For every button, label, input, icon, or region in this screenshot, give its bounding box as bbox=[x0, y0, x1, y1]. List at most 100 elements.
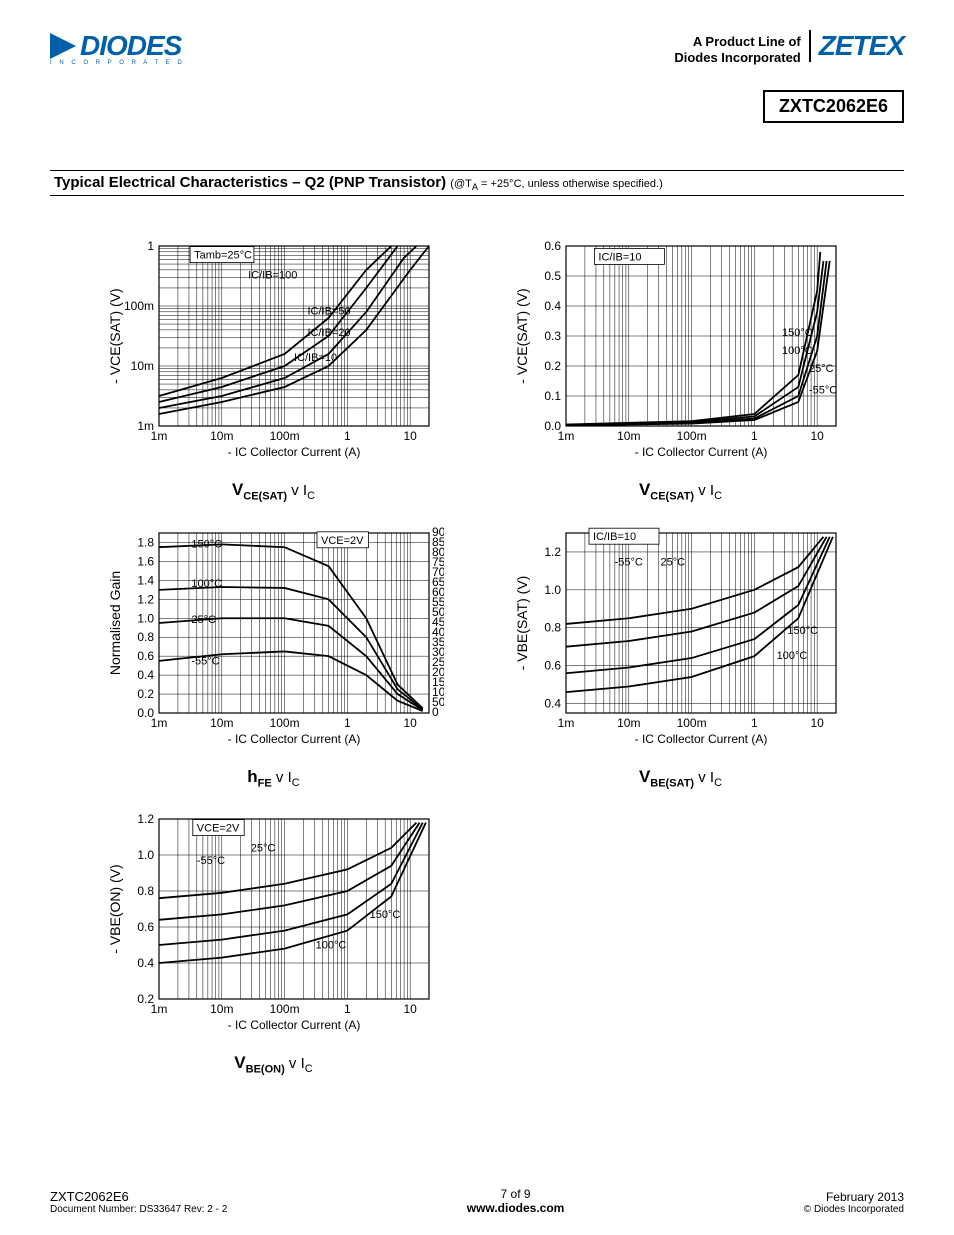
svg-text:10m: 10m bbox=[617, 716, 640, 730]
footer-left: ZXTC2062E6 Document Number: DS33647 Rev:… bbox=[50, 1189, 227, 1215]
chart-title-c5: VBE(ON) v IC bbox=[234, 1053, 312, 1075]
svg-text:10: 10 bbox=[403, 716, 417, 730]
footer-right: February 2013 © Diodes Incorporated bbox=[804, 1190, 904, 1215]
svg-text:VCE=2V: VCE=2V bbox=[196, 823, 239, 835]
svg-text:0.4: 0.4 bbox=[137, 668, 154, 682]
footer-doc: Document Number: DS33647 Rev: 2 - 2 bbox=[50, 1204, 227, 1215]
diodes-logo-text: DIODES bbox=[80, 30, 181, 62]
product-line: A Product Line of Diodes Incorporated bbox=[674, 34, 800, 65]
svg-text:150°C: 150°C bbox=[369, 909, 400, 921]
svg-text:- IC Collector Current (A): - IC Collector Current (A) bbox=[634, 732, 767, 746]
svg-text:-55°C: -55°C bbox=[809, 385, 837, 397]
svg-text:1: 1 bbox=[751, 716, 758, 730]
section-title: Typical Electrical Characteristics – Q2 … bbox=[50, 170, 904, 196]
chart-2: 1m10m100m1100.00.10.20.30.40.50.6IC/IB=1… bbox=[497, 236, 864, 502]
svg-text:10m: 10m bbox=[617, 429, 640, 443]
product-line-1: A Product Line of bbox=[674, 34, 800, 50]
svg-text:IC/IB=100: IC/IB=100 bbox=[248, 270, 297, 282]
svg-text:0.6: 0.6 bbox=[137, 649, 154, 663]
footer-date: February 2013 bbox=[804, 1190, 904, 1204]
svg-text:900: 900 bbox=[432, 525, 444, 539]
chart-5: 1m10m100m1100.20.40.60.81.01.2VCE=2V-55°… bbox=[90, 809, 457, 1075]
svg-text:100m: 100m bbox=[676, 429, 706, 443]
svg-text:1.6: 1.6 bbox=[137, 554, 154, 568]
svg-text:25°C: 25°C bbox=[809, 363, 834, 375]
svg-text:0.1: 0.1 bbox=[544, 389, 561, 403]
chart-svg-c5: 1m10m100m1100.20.40.60.81.01.2VCE=2V-55°… bbox=[104, 809, 444, 1049]
svg-text:10: 10 bbox=[403, 1002, 417, 1016]
svg-text:25°C: 25°C bbox=[250, 842, 275, 854]
chart-title-c4: VBE(SAT) v IC bbox=[639, 767, 722, 789]
svg-text:1m: 1m bbox=[137, 419, 154, 433]
svg-text:0.2: 0.2 bbox=[137, 992, 154, 1006]
svg-text:0.0: 0.0 bbox=[544, 419, 561, 433]
footer-url: www.diodes.com bbox=[467, 1201, 565, 1215]
svg-text:0.8: 0.8 bbox=[137, 884, 154, 898]
svg-text:IC/IB=10: IC/IB=10 bbox=[294, 352, 337, 364]
svg-text:1.0: 1.0 bbox=[137, 848, 154, 862]
product-line-2: Diodes Incorporated bbox=[674, 50, 800, 66]
svg-text:100m: 100m bbox=[269, 1002, 299, 1016]
svg-text:1: 1 bbox=[344, 716, 351, 730]
svg-text:0.2: 0.2 bbox=[137, 687, 154, 701]
svg-text:IC/IB=20: IC/IB=20 bbox=[307, 327, 350, 339]
svg-text:100m: 100m bbox=[676, 716, 706, 730]
diodes-logo-sub: I N C O R P O R A T E D bbox=[50, 60, 185, 66]
svg-text:100m: 100m bbox=[123, 299, 153, 313]
svg-text:IC/IB=10: IC/IB=10 bbox=[598, 252, 641, 264]
svg-text:25°C: 25°C bbox=[660, 556, 685, 568]
svg-text:150°C: 150°C bbox=[787, 624, 818, 636]
svg-text:0.4: 0.4 bbox=[137, 956, 154, 970]
svg-text:0.8: 0.8 bbox=[137, 630, 154, 644]
svg-text:0.5: 0.5 bbox=[544, 269, 561, 283]
svg-text:- VBE(ON) (V): - VBE(ON) (V) bbox=[107, 864, 123, 953]
svg-text:10: 10 bbox=[810, 716, 824, 730]
svg-text:1: 1 bbox=[147, 239, 154, 253]
svg-text:0.6: 0.6 bbox=[137, 920, 154, 934]
section-title-sub: (@TA = +25°C, unless otherwise specified… bbox=[450, 178, 662, 190]
svg-text:10: 10 bbox=[403, 429, 417, 443]
svg-text:- IC Collector Current (A): - IC Collector Current (A) bbox=[227, 1018, 360, 1032]
chart-svg-c1: 1m10m100m1101m10m100m1Tamb=25°CIC/IB=100… bbox=[104, 236, 444, 476]
svg-text:-55°C: -55°C bbox=[191, 655, 219, 667]
svg-text:IC/IB=10: IC/IB=10 bbox=[593, 531, 636, 543]
svg-text:VCE=2V: VCE=2V bbox=[321, 534, 364, 546]
svg-text:10m: 10m bbox=[130, 359, 153, 373]
svg-text:1.8: 1.8 bbox=[137, 535, 154, 549]
svg-text:- VBE(SAT) (V): - VBE(SAT) (V) bbox=[514, 575, 530, 670]
svg-text:10m: 10m bbox=[210, 716, 233, 730]
svg-text:- VCE(SAT) (V): - VCE(SAT) (V) bbox=[107, 288, 123, 383]
svg-text:1.0: 1.0 bbox=[137, 611, 154, 625]
svg-text:1.2: 1.2 bbox=[137, 812, 154, 826]
svg-text:IC/IB=50: IC/IB=50 bbox=[307, 306, 350, 318]
section-sub-2: = +25°C, unless otherwise specified.) bbox=[478, 178, 663, 190]
svg-text:1m: 1m bbox=[557, 716, 574, 730]
svg-text:Tamb=25°C: Tamb=25°C bbox=[194, 250, 252, 262]
chart-svg-c4: 1m10m100m1100.40.60.81.01.2IC/IB=10-55°C… bbox=[511, 523, 851, 763]
charts-grid: 1m10m100m1101m10m100m1Tamb=25°CIC/IB=100… bbox=[50, 236, 904, 1075]
svg-text:1: 1 bbox=[344, 1002, 351, 1016]
svg-text:1.4: 1.4 bbox=[137, 573, 154, 587]
svg-text:0.2: 0.2 bbox=[544, 359, 561, 373]
svg-text:10m: 10m bbox=[210, 1002, 233, 1016]
chart-4: 1m10m100m1100.40.60.81.01.2IC/IB=10-55°C… bbox=[497, 523, 864, 789]
svg-text:1.2: 1.2 bbox=[137, 592, 154, 606]
svg-text:1.0: 1.0 bbox=[544, 582, 561, 596]
svg-text:- IC Collector Current (A): - IC Collector Current (A) bbox=[227, 732, 360, 746]
svg-text:10: 10 bbox=[810, 429, 824, 443]
chart-empty bbox=[497, 809, 864, 1075]
section-title-bold: Typical Electrical Characteristics – Q2 … bbox=[54, 174, 446, 191]
part-number-box: ZXTC2062E6 bbox=[763, 90, 904, 123]
diodes-logo-block: DIODES I N C O R P O R A T E D bbox=[50, 30, 185, 66]
diodes-logo: DIODES bbox=[50, 30, 181, 62]
svg-text:100°C: 100°C bbox=[776, 650, 807, 662]
svg-text:1: 1 bbox=[344, 429, 351, 443]
footer: ZXTC2062E6 Document Number: DS33647 Rev:… bbox=[50, 1187, 904, 1215]
svg-text:150°C: 150°C bbox=[191, 538, 222, 550]
svg-text:- IC Collector Current (A): - IC Collector Current (A) bbox=[634, 445, 767, 459]
svg-text:0.4: 0.4 bbox=[544, 299, 561, 313]
footer-part: ZXTC2062E6 bbox=[50, 1189, 227, 1204]
svg-text:100°C: 100°C bbox=[782, 345, 813, 357]
chart-1: 1m10m100m1101m10m100m1Tamb=25°CIC/IB=100… bbox=[90, 236, 457, 502]
svg-text:150°C: 150°C bbox=[782, 327, 813, 339]
